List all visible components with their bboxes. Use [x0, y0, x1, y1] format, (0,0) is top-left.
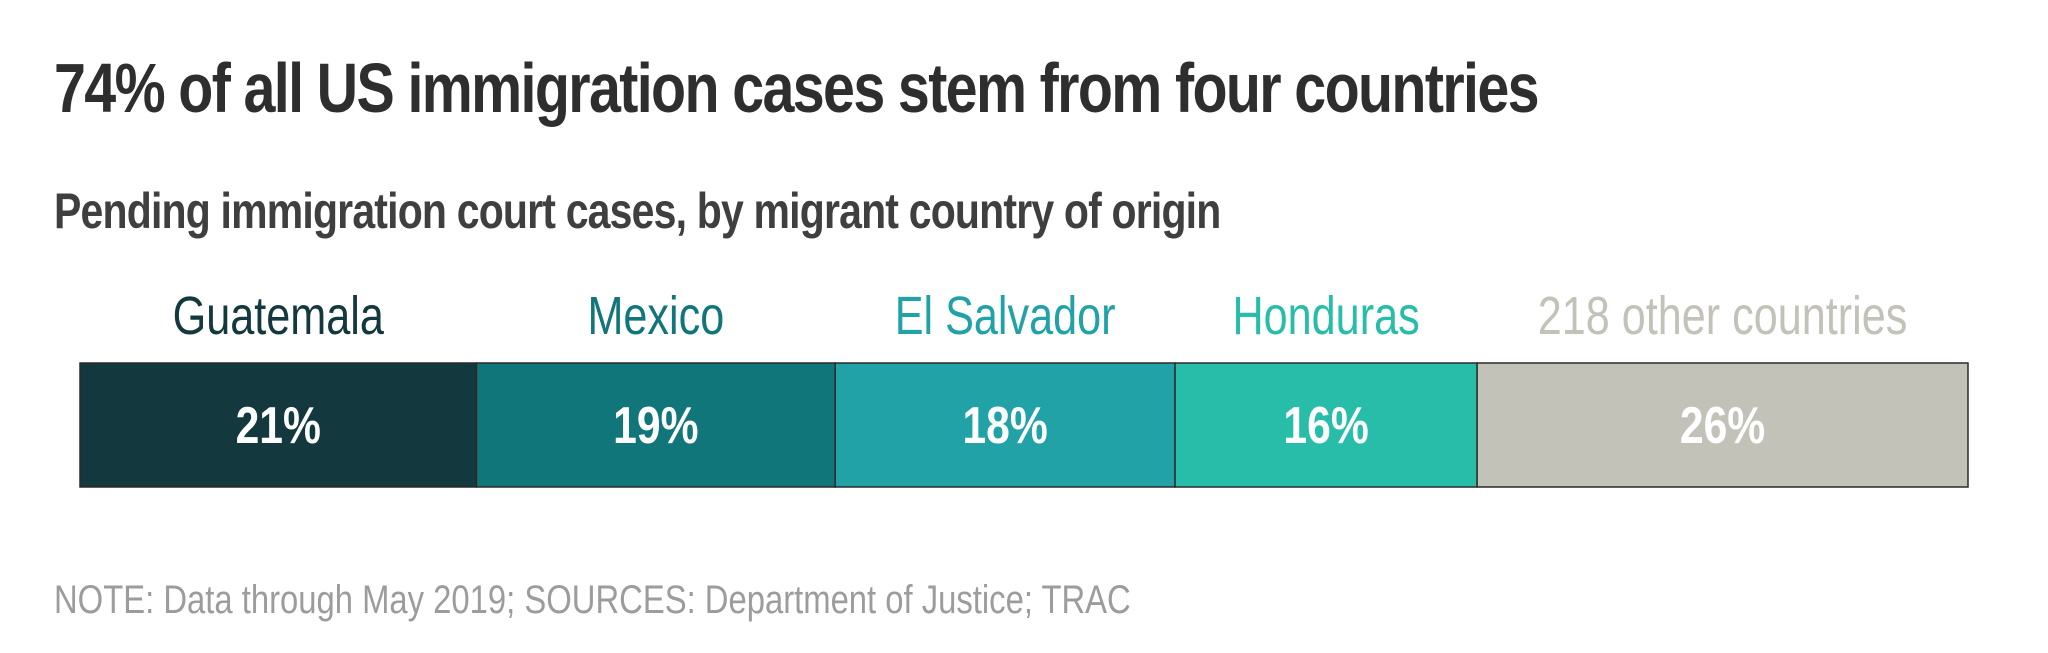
stacked-bar-chart: 21% Guatemala 19% Mexico 18% El Salvador 16% Ho…: [79, 287, 1969, 488]
category-label-honduras: Honduras: [1232, 287, 1419, 347]
value-label-218-other-countries: 26%: [1680, 397, 1765, 455]
value-label-mexico: 19%: [613, 397, 698, 455]
chart-title: 74% of all US immigration cases stem fro…: [54, 49, 1540, 127]
bar-segment-218-other-countries: [1476, 362, 1969, 488]
category-label-guatemala: Guatemala: [173, 287, 385, 347]
chart-subtitle: Pending immigration court cases, by migr…: [54, 183, 1221, 239]
bar-segment-honduras: [1174, 362, 1478, 488]
value-label-honduras: 16%: [1283, 397, 1368, 455]
bar-segment-el-salvador: [834, 362, 1176, 488]
category-label-218-other-countries: 218 other countries: [1538, 287, 1908, 347]
value-label-guatemala: 21%: [236, 397, 321, 455]
source-note: NOTE: Data through May 2019; SOURCES: De…: [54, 578, 1131, 622]
bar-segment-mexico: [475, 362, 836, 488]
category-label-mexico: Mexico: [587, 287, 724, 347]
category-label-el-salvador: El Salvador: [895, 287, 1116, 347]
bar-segment-guatemala: [79, 362, 478, 488]
value-label-el-salvador: 18%: [962, 397, 1047, 455]
